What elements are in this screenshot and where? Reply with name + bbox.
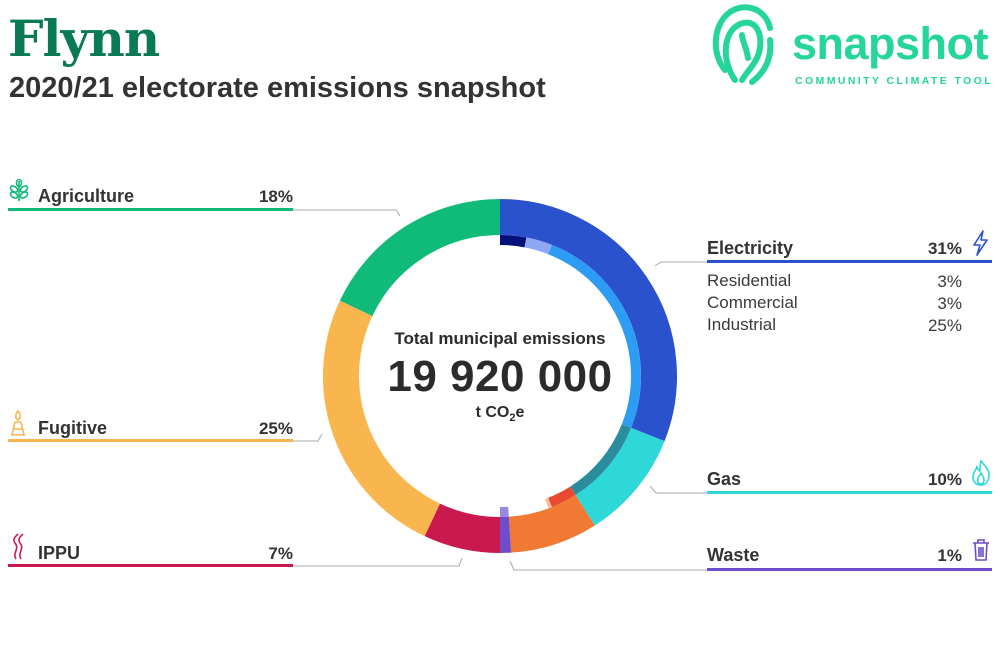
total-value: 19 920 000 xyxy=(387,352,613,401)
agriculture-label: Agriculture xyxy=(38,186,135,206)
wheat-icon xyxy=(8,178,30,202)
electricity-sub-industrial-label: Industrial xyxy=(707,315,776,334)
waste-pct: 1% xyxy=(937,546,962,565)
donut-slice-ippu-4 xyxy=(424,503,501,553)
leader-waste xyxy=(509,560,707,571)
donut-slice-electricity-0 xyxy=(499,199,677,442)
lightning-icon xyxy=(970,230,990,256)
leader-ippu xyxy=(293,557,463,567)
ippu-pct: 7% xyxy=(268,544,293,563)
total-unit: t CO2e xyxy=(475,404,525,425)
agriculture-bar xyxy=(8,208,293,211)
logo-tagline: COMMUNITY CLIMATE TOOL xyxy=(795,75,994,87)
page-title: Flynn xyxy=(8,9,160,68)
leader-gas xyxy=(649,485,707,494)
electricity-sub-industrial-pct: 25% xyxy=(927,316,962,335)
ippu-bar xyxy=(8,564,293,567)
donut-slice-gas-1 xyxy=(575,427,665,526)
total-label: Total municipal emissions xyxy=(394,329,606,348)
waste-bar xyxy=(707,568,992,571)
gas-pct: 10% xyxy=(927,470,962,489)
fugitive-bar xyxy=(8,439,293,442)
donut-slice-fugitive-5 xyxy=(323,300,441,537)
donut-subslice-electricity-industrial-2 xyxy=(548,244,641,428)
gas-bar xyxy=(707,491,992,494)
agriculture-pct: 18% xyxy=(258,187,293,206)
donut-subslice-electricity-commercial-1 xyxy=(524,237,552,255)
electricity-sub-commercial-pct: 3% xyxy=(937,294,962,313)
donut-subslice-unlabelled-unlabelled-0 xyxy=(548,486,576,508)
leader-electricity xyxy=(654,261,707,267)
electricity-sub-residential-pct: 3% xyxy=(937,272,962,291)
electricity-sub-commercial-label: Commercial xyxy=(707,293,798,312)
leader-fugitive xyxy=(293,433,323,442)
leader-agriculture xyxy=(293,209,401,217)
trash-icon xyxy=(971,538,991,562)
gas-flame-icon xyxy=(970,459,992,487)
electricity-pct: 31% xyxy=(927,239,962,258)
waste-label: Waste xyxy=(707,545,760,565)
ippu-label: IPPU xyxy=(38,543,81,563)
donut-slice-unlabelled-2 xyxy=(508,494,595,553)
fugitive-label: Fugitive xyxy=(38,418,108,438)
gas-label: Gas xyxy=(707,469,742,489)
electricity-bar xyxy=(707,260,992,263)
page-subtitle: 2020/21 electorate emissions snapshot xyxy=(9,72,546,104)
logo-wordmark: snapshot xyxy=(792,18,989,69)
smoke-icon xyxy=(10,533,26,561)
electricity-label: Electricity xyxy=(707,238,794,258)
donut-subslice-gas-unlabelled-0 xyxy=(570,424,632,496)
donut-slice-agriculture-6 xyxy=(339,199,501,317)
donut-subslice-electricity-residential-0 xyxy=(499,235,527,248)
donut-subslice-unlabelled-unlabelled-1 xyxy=(545,497,552,509)
electricity-sub-residential-label: Residential xyxy=(707,271,792,290)
fugitive-pct: 25% xyxy=(258,419,293,438)
flame-rig-icon xyxy=(9,409,27,437)
